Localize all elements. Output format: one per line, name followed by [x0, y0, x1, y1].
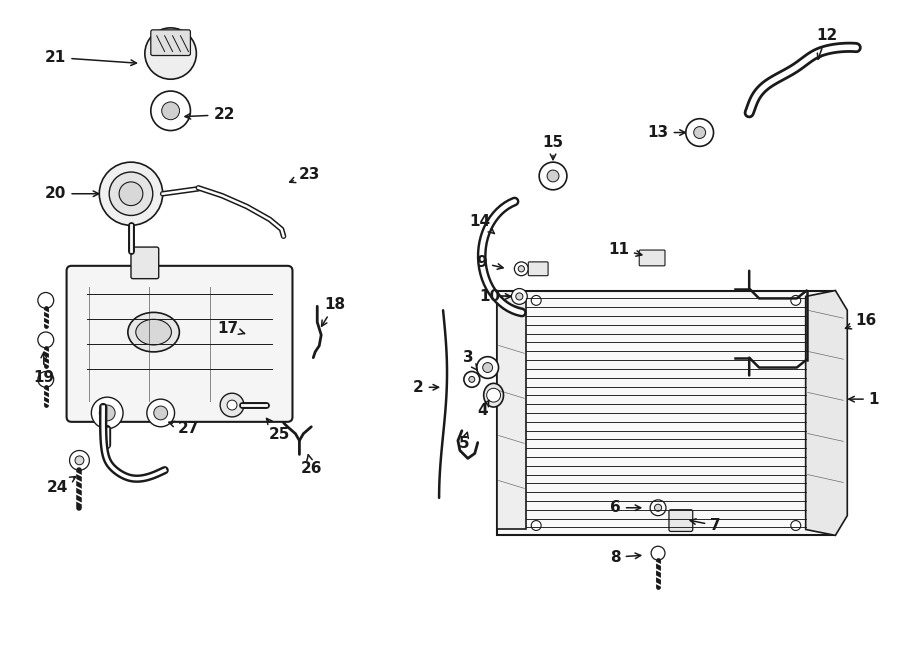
Text: 20: 20 — [45, 186, 99, 201]
Circle shape — [477, 357, 499, 379]
Text: 9: 9 — [476, 256, 503, 270]
FancyBboxPatch shape — [497, 297, 526, 530]
Text: 27: 27 — [169, 421, 199, 436]
Circle shape — [220, 393, 244, 417]
Circle shape — [151, 91, 191, 130]
Text: 21: 21 — [45, 50, 137, 66]
Text: 25: 25 — [266, 418, 291, 442]
Text: 14: 14 — [469, 214, 494, 234]
Text: 22: 22 — [185, 107, 235, 122]
FancyBboxPatch shape — [131, 247, 158, 279]
Circle shape — [791, 295, 801, 305]
Circle shape — [791, 520, 801, 530]
FancyBboxPatch shape — [67, 266, 292, 422]
Circle shape — [518, 265, 525, 272]
Text: 24: 24 — [47, 477, 76, 495]
Circle shape — [547, 170, 559, 182]
Circle shape — [109, 172, 153, 215]
Circle shape — [162, 102, 179, 120]
Text: 11: 11 — [608, 242, 642, 257]
Text: 19: 19 — [33, 352, 54, 385]
Text: 26: 26 — [301, 455, 322, 476]
Text: 17: 17 — [218, 320, 245, 336]
Text: 4: 4 — [477, 401, 489, 418]
Text: 12: 12 — [816, 28, 837, 59]
FancyBboxPatch shape — [639, 250, 665, 266]
Circle shape — [686, 118, 714, 146]
Circle shape — [651, 546, 665, 560]
Text: 2: 2 — [413, 380, 438, 395]
Circle shape — [464, 371, 480, 387]
Ellipse shape — [136, 319, 171, 345]
Circle shape — [154, 406, 167, 420]
Bar — [497, 291, 835, 536]
Circle shape — [515, 262, 528, 275]
Text: 5: 5 — [459, 432, 469, 451]
Ellipse shape — [128, 312, 179, 352]
Circle shape — [531, 520, 541, 530]
Circle shape — [487, 389, 500, 402]
FancyBboxPatch shape — [669, 510, 693, 532]
Circle shape — [119, 182, 143, 206]
Circle shape — [38, 332, 54, 348]
Circle shape — [227, 400, 237, 410]
Circle shape — [99, 162, 163, 225]
Circle shape — [147, 399, 175, 427]
Text: 7: 7 — [690, 518, 721, 533]
Circle shape — [99, 405, 115, 421]
Ellipse shape — [483, 383, 503, 407]
Circle shape — [69, 450, 89, 470]
Circle shape — [650, 500, 666, 516]
Circle shape — [145, 28, 196, 79]
Circle shape — [539, 162, 567, 190]
Text: 10: 10 — [479, 289, 511, 304]
Text: 3: 3 — [463, 350, 477, 370]
Text: 15: 15 — [543, 135, 563, 160]
Circle shape — [75, 456, 84, 465]
Text: 18: 18 — [321, 297, 346, 326]
Circle shape — [482, 363, 492, 373]
Text: 1: 1 — [849, 392, 879, 406]
Circle shape — [516, 293, 523, 300]
Circle shape — [38, 371, 54, 387]
Text: 13: 13 — [647, 125, 685, 140]
FancyBboxPatch shape — [151, 30, 191, 56]
Polygon shape — [806, 291, 847, 536]
Circle shape — [92, 397, 123, 429]
Circle shape — [38, 293, 54, 308]
Circle shape — [469, 377, 475, 383]
Text: 8: 8 — [610, 549, 641, 565]
Text: 23: 23 — [290, 167, 320, 183]
Text: 16: 16 — [845, 312, 877, 329]
Circle shape — [654, 504, 662, 511]
Text: 6: 6 — [610, 500, 641, 515]
Circle shape — [531, 295, 541, 305]
FancyBboxPatch shape — [528, 262, 548, 275]
Circle shape — [694, 126, 706, 138]
Circle shape — [511, 289, 527, 305]
